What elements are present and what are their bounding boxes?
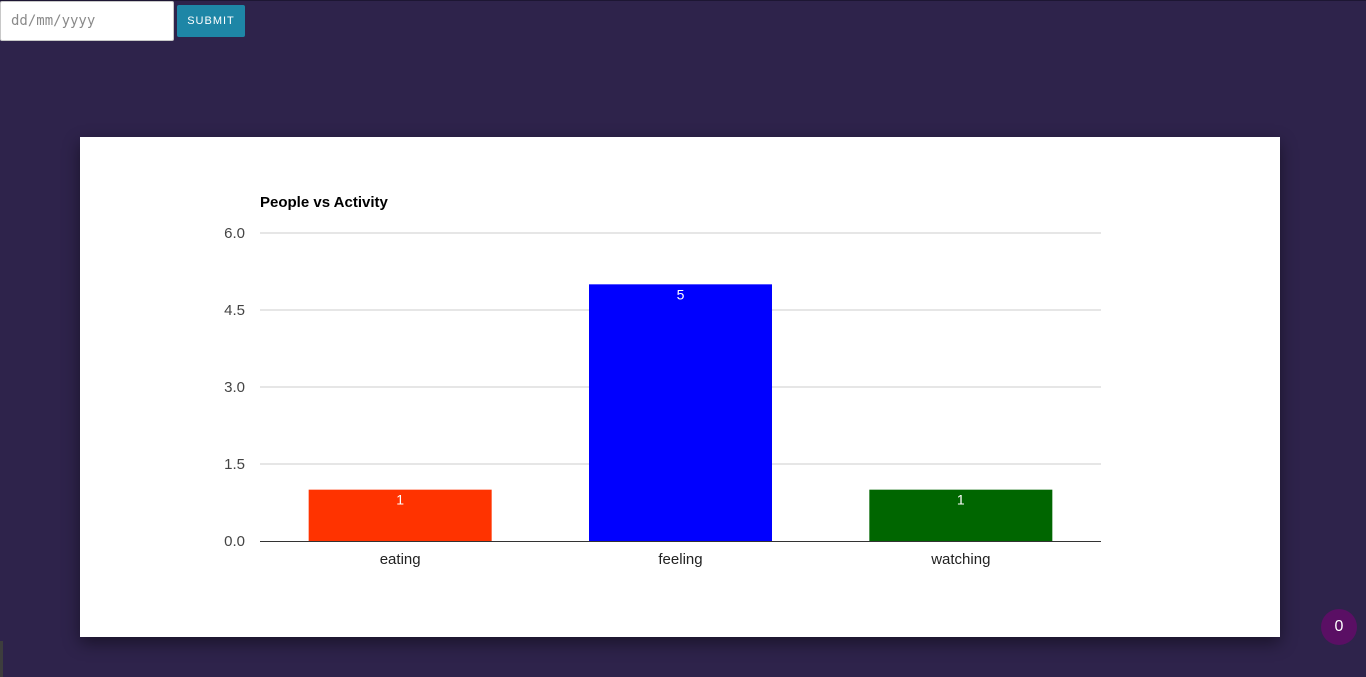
bar-chart: People vs Activity 0.0 1.5 3.0 4.5 6.0 1 5 1 e… bbox=[224, 194, 1101, 568]
chart-title: People vs Activity bbox=[260, 194, 388, 211]
y-tick-label: 3.0 bbox=[224, 379, 245, 396]
chart-card: People vs Activity 0.0 1.5 3.0 4.5 6.0 1 5 1 e… bbox=[80, 137, 1280, 637]
y-tick-label: 6.0 bbox=[224, 225, 245, 242]
data-labels: 1 5 1 bbox=[396, 286, 965, 507]
bar-watching bbox=[869, 489, 1053, 541]
bar-value-label: 5 bbox=[677, 286, 685, 302]
date-input[interactable] bbox=[0, 1, 174, 41]
bar-value-label: 1 bbox=[396, 492, 404, 508]
bar-eating bbox=[308, 489, 492, 541]
x-axis-categories: eating feeling watching bbox=[380, 551, 991, 568]
edge-tab bbox=[0, 641, 3, 677]
y-tick-label: 0.0 bbox=[224, 533, 245, 550]
notification-count-badge[interactable]: 0 bbox=[1321, 609, 1357, 645]
submit-button[interactable]: SUBMIT bbox=[177, 5, 245, 37]
y-tick-label: 4.5 bbox=[224, 302, 245, 319]
bar-value-label: 1 bbox=[957, 492, 965, 508]
bars bbox=[308, 284, 1053, 541]
bar-feeling bbox=[589, 284, 772, 541]
x-category-label: feeling bbox=[658, 551, 702, 568]
window-top-border bbox=[0, 0, 1366, 1]
y-axis-ticks: 0.0 1.5 3.0 4.5 6.0 bbox=[224, 225, 245, 550]
y-tick-label: 1.5 bbox=[224, 456, 245, 473]
x-category-label: eating bbox=[380, 551, 421, 568]
x-category-label: watching bbox=[930, 551, 990, 568]
